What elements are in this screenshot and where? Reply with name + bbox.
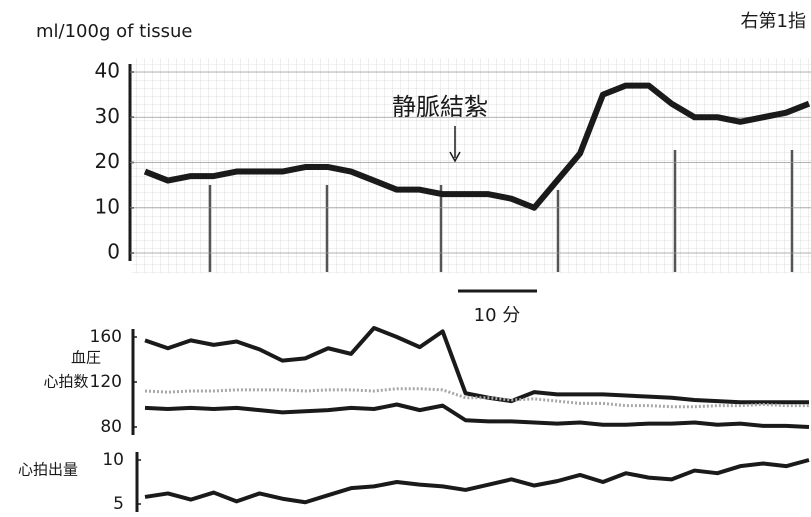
y-tick-label: 5 xyxy=(113,494,124,514)
graph-paper xyxy=(132,58,811,273)
y-tick-label: 120 xyxy=(90,372,122,392)
annotation: 静脈結紮 xyxy=(392,93,488,121)
data-line xyxy=(145,460,809,502)
page: ml/100g of tissue 右第1指 静脈結紮 10 分 血圧 心拍数 … xyxy=(0,0,811,517)
y-axis-label: 心拍数 xyxy=(43,373,88,391)
y-axis-label: 血圧 xyxy=(71,349,101,367)
y-axis-label: ml/100g of tissue xyxy=(36,21,192,42)
y-tick-label: 30 xyxy=(95,104,120,128)
y-axis-label: 心拍出量 xyxy=(18,461,78,479)
scale-bar-label: 10 分 xyxy=(474,305,521,326)
y-tick-label: 10 xyxy=(95,194,120,218)
chart: ml/100g of tissue 右第1指 静脈結紮 10 分 血圧 心拍数 … xyxy=(0,0,811,517)
data-line xyxy=(145,389,809,407)
y-tick-label: 40 xyxy=(95,59,120,83)
data-line xyxy=(145,328,809,402)
data-line xyxy=(145,405,809,428)
y-tick-label: 20 xyxy=(95,149,120,173)
chart-title: 右第1指 xyxy=(741,11,806,32)
y-tick-label: 80 xyxy=(100,417,122,437)
y-tick-label: 0 xyxy=(107,240,120,264)
y-tick-label: 160 xyxy=(90,327,122,347)
y-tick-label: 10 xyxy=(102,450,124,470)
